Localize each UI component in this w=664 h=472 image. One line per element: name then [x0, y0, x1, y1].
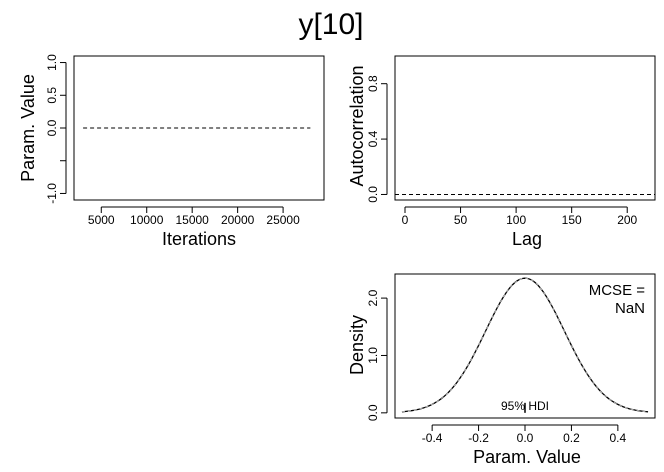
mcse-label: MCSE = [589, 282, 646, 299]
trace-panel: Iterations Param. Value 5000 10000 15000 20… [18, 54, 325, 249]
trace-x-tick-label: 15000 [175, 213, 209, 227]
acf-x-tick-label: 200 [617, 213, 637, 227]
acf-y-tick-label: 0.4 [366, 130, 380, 147]
trace-y-tick-label: 0.0 [45, 119, 59, 136]
density-x-tick-label: 0.0 [517, 431, 534, 445]
density-x-tick-label: 0.4 [610, 431, 627, 445]
density-x-tick-label: 0.2 [563, 431, 580, 445]
acf-x-tick-label: 0 [402, 213, 409, 227]
trace-y-label: Param. Value [18, 74, 38, 182]
density-x-tick-label: -0.2 [468, 431, 489, 445]
density-panel: Param. Value Density MCSE = NaN -0.4 -0.2… [347, 273, 656, 467]
acf-x-label: Lag [512, 229, 542, 249]
acf-y-tick-label: 0.8 [366, 75, 380, 92]
density-plot-frame [394, 273, 656, 419]
trace-x-label: Iterations [162, 229, 236, 249]
mcse-value: NaN [615, 300, 645, 317]
trace-y-tick-label: 1.0 [45, 54, 59, 71]
trace-y-tick-label: 0.5 [45, 87, 59, 104]
acf-x-tick-label: 150 [562, 213, 582, 227]
acf-x-tick-label: 50 [454, 213, 468, 227]
density-y-tick-label: 2.0 [366, 289, 380, 306]
density-y-tick-label: 1.0 [366, 347, 380, 364]
trace-x-tick-label: 5000 [88, 213, 115, 227]
trace-y-tick-label: -1.0 [45, 183, 59, 204]
acf-x-tick-label: 100 [506, 213, 526, 227]
acf-y-label: Autocorrelation [347, 65, 367, 186]
density-curve-dash [401, 277, 649, 413]
acf-y-tick-label: 0.0 [366, 186, 380, 203]
trace-plot-frame [73, 55, 325, 201]
hdi-label: 95% HDI [501, 399, 549, 413]
density-y-tick-label: 0.0 [366, 404, 380, 421]
figure-title: y[10] [298, 8, 363, 41]
autocorrelation-panel: Lag Autocorrelation 0 50 100 150 200 0.0 0.4 0.… [347, 55, 656, 249]
density-y-label: Density [347, 315, 367, 375]
trace-x-tick-label: 20000 [221, 213, 255, 227]
acf-plot-frame [394, 55, 656, 201]
density-x-label: Param. Value [473, 447, 581, 467]
density-x-tick-label: -0.4 [422, 431, 443, 445]
trace-x-tick-label: 25000 [266, 213, 300, 227]
trace-x-tick-label: 10000 [130, 213, 164, 227]
